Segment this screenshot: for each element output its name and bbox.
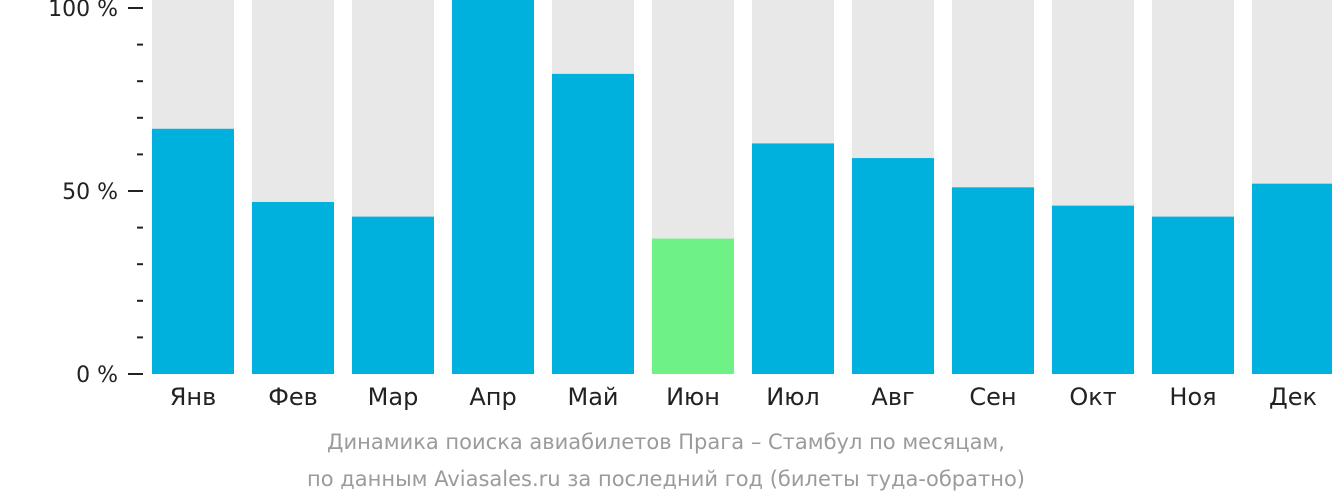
x-tick-label: Июн xyxy=(666,383,720,411)
bar-Фев xyxy=(252,201,334,374)
x-tick-label: Янв xyxy=(170,383,217,411)
bar-Июл xyxy=(752,143,834,374)
bar-Окт xyxy=(1052,205,1134,374)
y-tick-label: 0 % xyxy=(76,363,118,388)
y-axis: 100 % 50 % 0 % xyxy=(48,0,143,388)
bar-Сен xyxy=(952,187,1034,374)
bar-Дек xyxy=(1252,183,1332,374)
x-axis-labels: Янв Фев Мар Апр Май Июн Июл Авг Сен Окт Ноя Дек xyxy=(170,383,1317,411)
x-tick-label: Мар xyxy=(368,383,419,411)
x-tick-label: Фев xyxy=(268,383,318,411)
bar-Авг xyxy=(852,158,934,374)
x-tick-label: Май xyxy=(567,383,618,411)
bar-Янв xyxy=(152,128,234,374)
x-tick-label: Авг xyxy=(871,383,914,411)
x-tick-label: Сен xyxy=(969,383,1016,411)
x-tick-label: Апр xyxy=(469,383,516,411)
bar-Июн xyxy=(652,238,734,374)
bars xyxy=(152,0,1332,374)
bar-Мар xyxy=(352,216,434,374)
x-tick-label: Окт xyxy=(1069,383,1116,411)
y-tick-label: 100 % xyxy=(48,0,118,22)
bar-Ноя xyxy=(1152,216,1234,374)
y-tick-label: 50 % xyxy=(62,180,118,205)
x-tick-label: Ноя xyxy=(1169,383,1216,411)
x-tick-label: Дек xyxy=(1269,383,1317,411)
bar-Май xyxy=(552,73,634,374)
x-tick-label: Июл xyxy=(766,383,820,411)
chart-caption-line-1: Динамика поиска авиабилетов Прага – Стам… xyxy=(327,430,1005,454)
bar-Апр xyxy=(452,0,534,374)
chart-caption-line-2: по данным Aviasales.ru за последний год … xyxy=(307,467,1025,491)
